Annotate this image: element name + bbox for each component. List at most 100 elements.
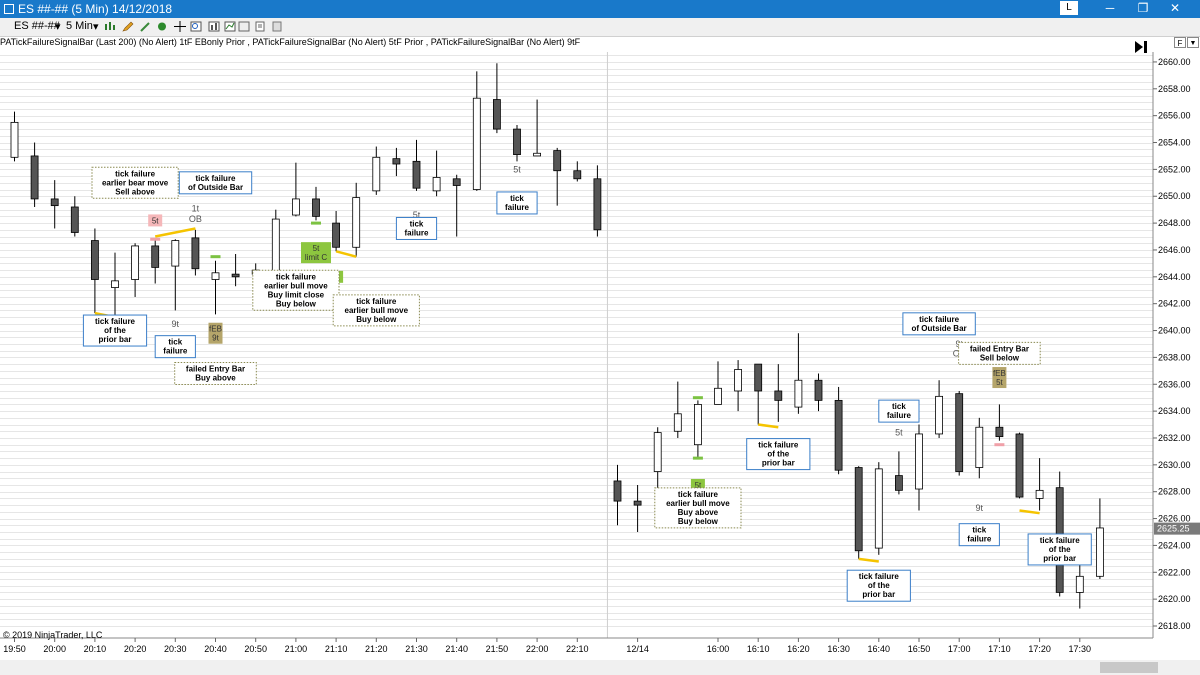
annotation-box-border — [395, 216, 438, 240]
annotation-text: tick failure — [195, 174, 236, 183]
horizontal-scrollbar[interactable] — [0, 660, 1200, 675]
signal-tag-text: fEB — [993, 369, 1006, 378]
time-tick-label: 16:30 — [827, 644, 850, 654]
annotation-text: earlier bull move — [666, 499, 730, 508]
candle-down — [834, 399, 843, 471]
annotation-box-border — [958, 341, 1041, 365]
yellow-failure-line — [758, 423, 779, 429]
minimize-icon[interactable]: ─ — [1105, 1, 1115, 15]
annotation-text: earlier bull move — [345, 306, 409, 315]
price-tick-label: 2632.00 — [1158, 433, 1191, 443]
time-tick-label: 17:20 — [1028, 644, 1051, 654]
time-tick-label: 20:40 — [204, 644, 227, 654]
wand-icon[interactable] — [140, 21, 152, 32]
candle-down — [995, 426, 1004, 438]
candle-up — [352, 197, 361, 248]
candle-down — [513, 128, 521, 156]
template-icon[interactable] — [254, 21, 266, 32]
annotation-text: Sell above — [115, 187, 155, 196]
signal-tag-text: limit C — [305, 253, 327, 262]
time-tick-label: 16:20 — [787, 644, 810, 654]
layout-button[interactable]: L — [1060, 1, 1078, 15]
pencil-icon[interactable] — [122, 21, 134, 32]
instrument-selector[interactable]: ES ##-## — [14, 20, 60, 32]
indicators-icon[interactable] — [224, 21, 236, 32]
time-tick-label: 16:40 — [868, 644, 891, 654]
instrument-dropdown-icon[interactable]: ▾ — [55, 21, 61, 33]
green-marker — [692, 456, 703, 460]
candle-down — [30, 155, 39, 200]
interval-selector[interactable]: 5 Min — [66, 20, 93, 32]
interval-dropdown-icon[interactable]: ▾ — [93, 21, 99, 33]
annotation-box-border — [878, 399, 920, 423]
properties-icon[interactable] — [238, 21, 250, 32]
candle-up — [372, 156, 381, 192]
signal-tag-bg — [992, 367, 1007, 389]
candle-up — [271, 218, 280, 272]
price-tick-label: 2642.00 — [1158, 299, 1191, 309]
candle-up — [653, 432, 662, 472]
annotation-text: failure — [505, 203, 530, 212]
maximize-icon[interactable]: ❐ — [1137, 1, 1149, 15]
pink-marker — [994, 443, 1005, 447]
close-icon[interactable]: ✕ — [1169, 1, 1181, 15]
annotation-text: Sell below — [980, 353, 1020, 362]
signal-tag-bg — [148, 214, 163, 227]
candle-up — [673, 413, 682, 432]
f-button[interactable]: F — [1174, 37, 1186, 48]
candle-up — [714, 387, 722, 405]
candle-up — [1096, 527, 1104, 577]
chart-dropdown-button[interactable]: ▼ — [1187, 37, 1199, 48]
annotation-box-border — [174, 362, 257, 386]
time-tick-label: 20:30 — [164, 644, 187, 654]
candle-down — [854, 467, 863, 552]
annotation-text: Buy limit close — [268, 290, 325, 299]
price-tick-label: 2650.00 — [1158, 191, 1191, 201]
time-tick-label: 16:10 — [747, 644, 770, 654]
strategy-icon[interactable] — [156, 21, 168, 32]
price-tick-label: 2648.00 — [1158, 218, 1191, 228]
signal-text: 5t — [413, 210, 421, 220]
time-tick-label: 22:00 — [526, 644, 549, 654]
chart-style-icon[interactable] — [104, 21, 116, 32]
candle-down — [895, 475, 903, 491]
candle-down — [412, 160, 421, 189]
annotation-text: failure — [163, 347, 188, 356]
annotation-text: of Outside Bar — [912, 324, 967, 333]
annotation-text: tick failure — [95, 317, 136, 326]
crosshair-icon[interactable] — [174, 21, 186, 32]
bar-chart-icon[interactable] — [208, 21, 220, 32]
candle-down — [573, 170, 582, 180]
price-tick-label: 2630.00 — [1158, 460, 1191, 470]
annotation-text: failure — [887, 411, 912, 420]
signal-tag-text: fEB — [209, 325, 222, 334]
scroll-end-icon[interactable] — [1133, 40, 1149, 54]
annotation-text: Buy below — [356, 315, 397, 324]
share-icon[interactable] — [271, 21, 283, 32]
time-tick-label: 17:00 — [948, 644, 971, 654]
annotation-text: Buy above — [195, 374, 236, 383]
signal-marks — [94, 221, 1040, 563]
annotation-box-border — [846, 569, 911, 602]
time-tick-label: 21:10 — [325, 644, 348, 654]
annotation-text: tick — [168, 338, 182, 347]
annotation-text: failed Entry Bar — [186, 365, 245, 374]
price-chart[interactable]: 1tOB9t5t5t5t9tOB9t5t5tlimit C9tfEB9t5tfE… — [0, 0, 1200, 660]
annotation-text: Buy below — [276, 299, 317, 308]
price-tick-label: 2618.00 — [1158, 621, 1191, 631]
time-tick-label: 20:20 — [124, 644, 147, 654]
signal-text: 1t — [192, 203, 200, 213]
signal-tag-text: 5t — [695, 481, 702, 490]
scrollbar-thumb[interactable] — [1100, 662, 1158, 673]
zoom-icon[interactable] — [190, 21, 202, 32]
annotation-text: of the — [868, 581, 890, 590]
window-title: ES ##-## (5 Min) 14/12/2018 — [18, 2, 173, 16]
